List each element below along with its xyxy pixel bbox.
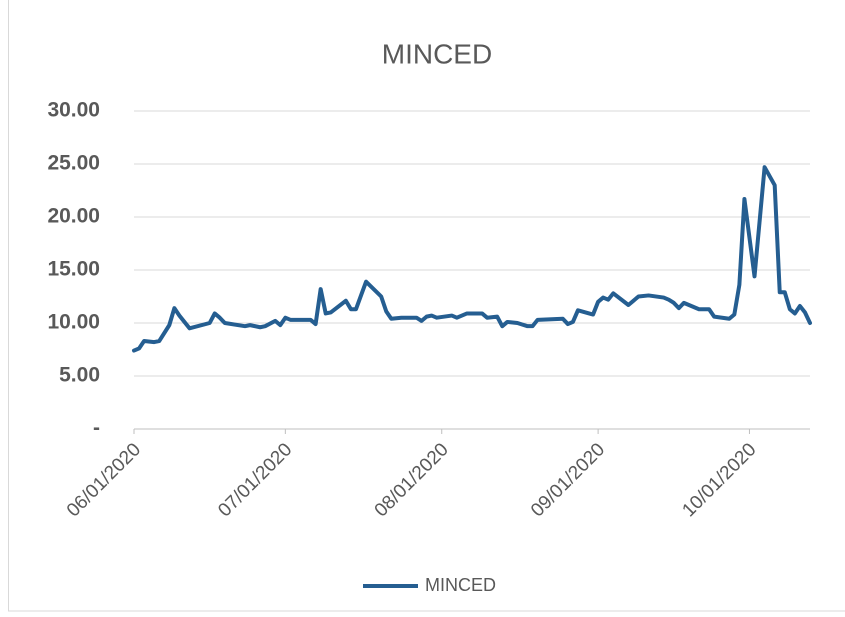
chart-border (8, 0, 845, 612)
data-line (132, 165, 812, 353)
y-tick-label: 10.00 (47, 311, 100, 334)
y-tick-label: 30.00 (47, 99, 100, 122)
y-tick-label: 20.00 (47, 205, 100, 228)
y-tick-label: 5.00 (59, 364, 100, 387)
y-tick-label: - (93, 417, 100, 440)
legend-label: MINCED (425, 575, 496, 595)
chart-title: MINCED (382, 38, 492, 69)
y-tick-label: 25.00 (47, 152, 100, 175)
y-tick-label: 15.00 (47, 258, 100, 281)
